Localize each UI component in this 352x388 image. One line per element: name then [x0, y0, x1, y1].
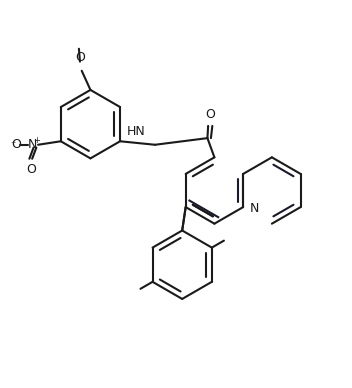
Text: O: O	[75, 52, 85, 64]
Text: O: O	[205, 107, 215, 121]
Text: +: +	[34, 136, 40, 145]
Text: O: O	[11, 138, 21, 151]
Text: O: O	[26, 163, 36, 176]
Text: N: N	[250, 202, 259, 215]
Text: ⁻: ⁻	[11, 140, 16, 150]
Text: N: N	[27, 138, 37, 151]
Text: HN: HN	[126, 125, 145, 139]
